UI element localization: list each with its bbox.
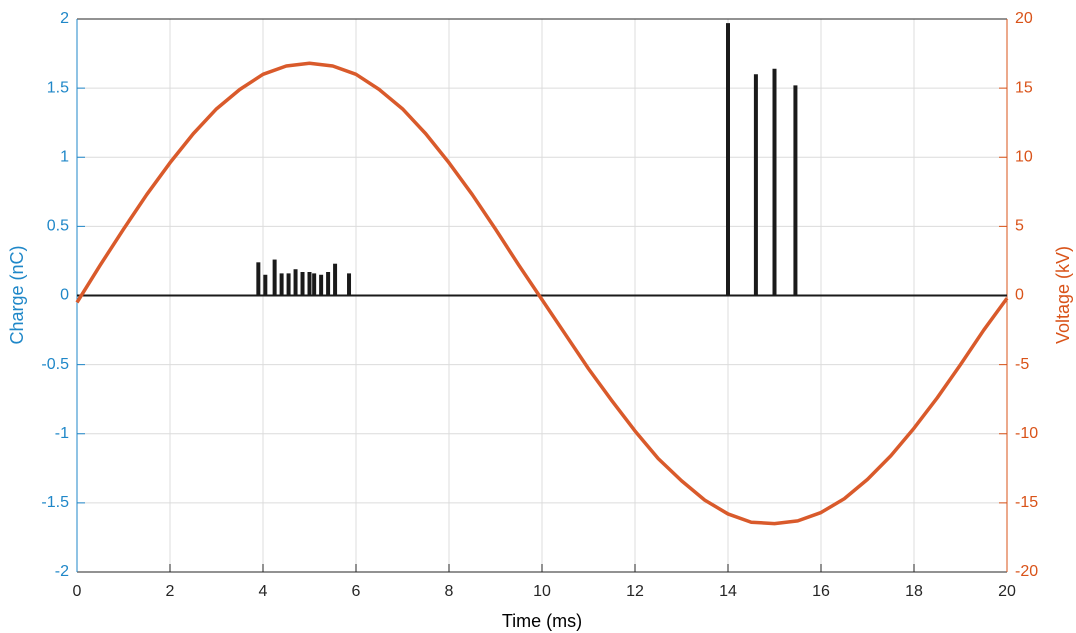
x-tick-label: 8: [445, 583, 454, 600]
x-axis-label: Time (ms): [502, 611, 582, 631]
y2-tick-label: -20: [1015, 563, 1038, 580]
y2-tick-label: 15: [1015, 79, 1033, 96]
y-tick-label: -0.5: [41, 356, 69, 373]
y-tick-label: 2: [60, 10, 69, 27]
y2-tick-label: 10: [1015, 148, 1033, 165]
x-tick-label: 14: [719, 583, 737, 600]
y-tick-label: 1.5: [47, 79, 69, 96]
y-tick-label: 0.5: [47, 218, 69, 235]
x-tick-label: 4: [259, 583, 268, 600]
x-tick-label: 10: [533, 583, 551, 600]
voltage-line: [75, 61, 1009, 526]
x-tick-label: 20: [998, 583, 1016, 600]
y2-tick-label: -15: [1015, 494, 1038, 511]
x-tick-label: 12: [626, 583, 644, 600]
x-tick-label: 18: [905, 583, 923, 600]
y2-tick-label: -10: [1015, 425, 1038, 442]
x-tick-label: 16: [812, 583, 830, 600]
y2-tick-label: 20: [1015, 10, 1033, 27]
y-tick-label: -1: [55, 425, 69, 442]
y-axis-label: Charge (nC): [7, 245, 27, 344]
y-tick-label: 0: [60, 287, 69, 304]
x-tick-label: 6: [352, 583, 361, 600]
y-tick-label: -2: [55, 563, 69, 580]
y2-tick-label: 5: [1015, 218, 1024, 235]
x-tick-label: 2: [166, 583, 175, 600]
y-tick-label: 1: [60, 148, 69, 165]
x-tick-label: 0: [73, 583, 82, 600]
y2-tick-label: 0: [1015, 287, 1024, 304]
y2-axis-label: Voltage (kV): [1053, 246, 1073, 344]
y-tick-label: -1.5: [41, 494, 69, 511]
y2-tick-label: -5: [1015, 356, 1029, 373]
